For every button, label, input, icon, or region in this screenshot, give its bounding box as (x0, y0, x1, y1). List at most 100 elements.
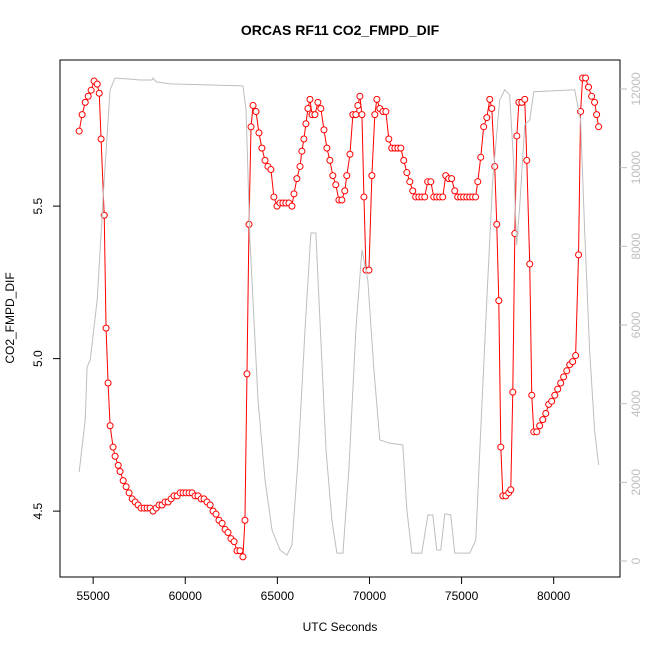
data-point (84, 92, 92, 100)
data-point (536, 422, 544, 430)
data-point (582, 74, 590, 82)
data-point (588, 92, 596, 100)
data-point (495, 297, 503, 305)
x-tick-label: 55000 (76, 589, 110, 603)
data-point (542, 410, 550, 418)
data-point (261, 156, 269, 164)
data-point (480, 123, 488, 131)
data-point (373, 95, 381, 103)
data-point (255, 129, 263, 137)
data-point (448, 175, 456, 183)
series-line (78, 77, 600, 556)
data-point (472, 193, 480, 201)
data-point (451, 187, 459, 195)
data-point (119, 477, 127, 485)
y2-tick-label: 10000 (629, 151, 643, 185)
x-tick-label: 70000 (353, 589, 387, 603)
y2-tick-label: 8000 (629, 233, 643, 260)
data-point (218, 519, 226, 527)
data-point (406, 178, 414, 186)
series-line (78, 77, 600, 558)
data-point (365, 266, 373, 274)
data-point (236, 547, 244, 555)
data-point (539, 416, 547, 424)
data-point (356, 92, 364, 100)
data-point (403, 169, 411, 177)
y-tick-label: 5.0 (31, 350, 45, 367)
data-point (409, 187, 417, 195)
data-point (81, 98, 89, 106)
data-point (585, 83, 592, 91)
y2-tick-label: 2000 (629, 469, 643, 496)
data-point (554, 385, 562, 393)
data-point (341, 187, 349, 195)
y2-tick-label: 4000 (629, 390, 643, 417)
data-point (521, 95, 529, 103)
data-point (560, 373, 568, 381)
data-point (314, 98, 322, 106)
data-point (572, 352, 580, 360)
data-point (224, 528, 232, 536)
data-point (397, 144, 405, 152)
data-point (533, 428, 541, 436)
data-point (296, 162, 304, 170)
x-tick-label: 80000 (537, 589, 571, 603)
data-point (111, 452, 119, 460)
data-point (93, 80, 101, 88)
data-point (239, 553, 247, 561)
data-point (258, 144, 266, 152)
data-point (483, 114, 491, 122)
data-point (212, 510, 220, 518)
data-point (78, 111, 86, 119)
data-point (427, 178, 435, 186)
data-point (243, 370, 251, 378)
data-point (400, 156, 408, 164)
data-point (290, 190, 298, 198)
data-point (358, 111, 366, 119)
data-point (323, 144, 331, 152)
data-point (302, 120, 310, 128)
y2-tick-label: 0 (629, 557, 643, 564)
data-point (75, 127, 83, 135)
data-point (206, 501, 214, 509)
data-point (488, 104, 496, 112)
data-point (595, 123, 603, 131)
data-point (122, 483, 130, 491)
data-point (241, 516, 249, 524)
data-point (486, 95, 494, 103)
data-point (329, 172, 337, 180)
data-point (563, 367, 571, 375)
data-point (247, 123, 255, 131)
y2-tick-label: 6000 (629, 311, 643, 338)
data-point (382, 108, 390, 116)
chart-title: ORCAS RF11 CO2_FMPD_DIF (241, 22, 440, 38)
data-point (317, 104, 325, 112)
data-point (528, 391, 536, 399)
data-point (551, 391, 559, 399)
data-point (513, 132, 521, 140)
data-point (267, 166, 275, 174)
data-point (304, 104, 312, 112)
x-tick-label: 60000 (169, 589, 203, 603)
data-point (97, 135, 105, 143)
data-point (421, 193, 429, 201)
data-point (249, 101, 257, 109)
data-point (106, 422, 114, 430)
data-point (371, 111, 379, 119)
data-point (439, 193, 447, 201)
data-point (523, 156, 531, 164)
y-tick-label: 5.5 (31, 197, 45, 214)
plot-box (59, 59, 621, 578)
data-point (102, 324, 110, 332)
data-point (338, 196, 346, 204)
data-point (491, 162, 499, 170)
data-point (326, 156, 334, 164)
data-point (526, 260, 534, 268)
data-point (385, 135, 393, 143)
data-point (109, 443, 117, 451)
data-point (477, 153, 485, 161)
data-point (368, 172, 376, 180)
data-point (575, 251, 583, 259)
